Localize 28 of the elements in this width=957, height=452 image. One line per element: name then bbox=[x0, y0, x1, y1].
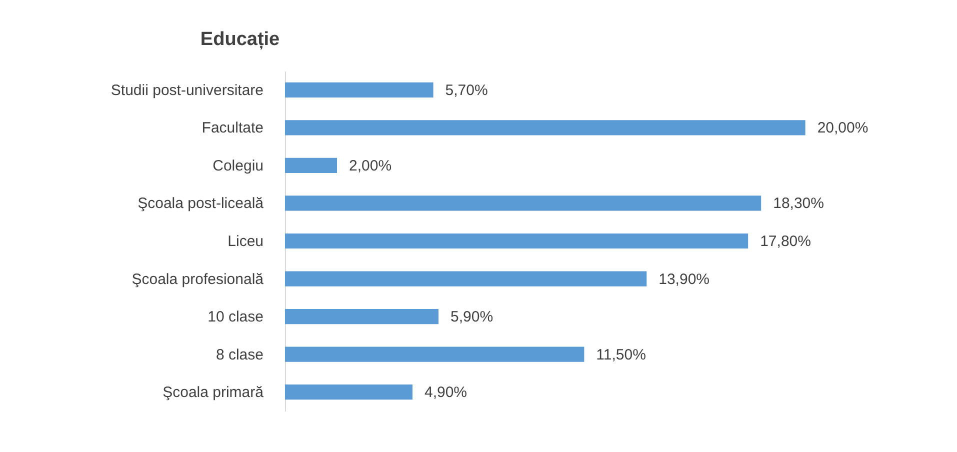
data-label: 18,30% bbox=[773, 195, 824, 212]
data-label: 17,80% bbox=[760, 233, 811, 250]
bar bbox=[285, 196, 762, 211]
bar bbox=[285, 233, 748, 249]
data-label: 5,90% bbox=[450, 308, 494, 326]
bar bbox=[285, 384, 412, 400]
bar bbox=[285, 271, 647, 286]
bar bbox=[285, 120, 806, 136]
data-label: 2,00% bbox=[349, 157, 392, 174]
data-label: 13,90% bbox=[658, 270, 710, 288]
bar bbox=[285, 158, 338, 173]
y-tick-label: Studii post-universitare bbox=[110, 82, 264, 99]
y-tick-label: Colegiu bbox=[212, 157, 264, 174]
chart-title: Educație bbox=[200, 29, 280, 50]
bar bbox=[285, 309, 438, 324]
y-tick-label: 10 clase bbox=[208, 308, 264, 326]
data-label: 20,00% bbox=[817, 120, 868, 137]
bar bbox=[285, 82, 434, 98]
y-tick-label: Liceu bbox=[228, 233, 264, 250]
y-tick-label: Facultate bbox=[202, 120, 264, 137]
y-tick-label: Şcoala profesională bbox=[132, 270, 264, 288]
data-label: 11,50% bbox=[596, 346, 646, 364]
y-tick-label: Şcoala primară bbox=[162, 384, 264, 402]
y-tick-label: Şcoala post-liceală bbox=[138, 195, 264, 212]
data-label: 4,90% bbox=[424, 384, 468, 402]
data-label: 5,70% bbox=[445, 82, 488, 99]
y-tick-label: 8 clase bbox=[216, 346, 264, 364]
bar bbox=[285, 346, 584, 362]
